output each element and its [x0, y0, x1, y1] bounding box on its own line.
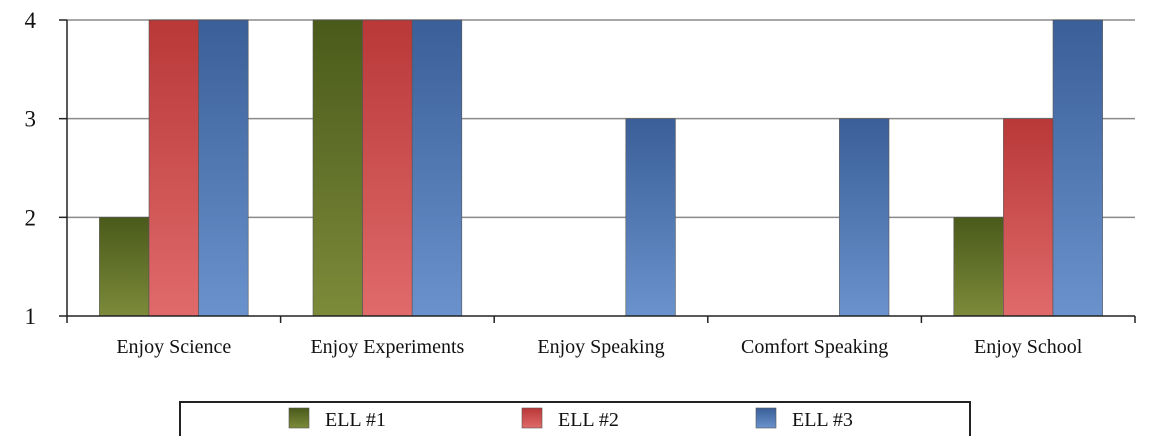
legend-label: ELL #3 [792, 409, 853, 431]
x-category-label: Comfort Speaking [741, 336, 888, 358]
bar-1-enjoy-science [99, 217, 150, 317]
bar-3-enjoy-speaking [625, 118, 676, 317]
y-axis: 1 2 3 4 [25, 8, 68, 329]
legend-label: ELL #2 [558, 409, 619, 431]
bar-2-enjoy-school [1003, 118, 1054, 317]
bar-2-enjoy-science [148, 19, 199, 317]
bar-1-enjoy-school [953, 217, 1004, 317]
y-tick-label: 3 [25, 107, 37, 132]
legend-box [179, 401, 971, 436]
legend-swatch [521, 407, 543, 429]
x-axis: Enjoy Science Enjoy Experiments Enjoy Spea… [66, 315, 1136, 358]
legend-swatch [755, 407, 777, 429]
x-category-label: Enjoy Experiments [310, 336, 464, 358]
legend: ELL #1 ELL #2 ELL #3 [179, 401, 971, 436]
bar-3-enjoy-science [198, 19, 249, 317]
y-tick-label: 2 [25, 205, 37, 230]
x-category-label: Enjoy Science [116, 336, 231, 358]
legend-label: ELL #1 [325, 409, 386, 431]
x-category-label: Enjoy Speaking [537, 336, 664, 358]
x-category-label: Enjoy School [974, 336, 1083, 358]
bar-3-enjoy-school [1052, 19, 1103, 317]
legend-swatch [288, 407, 310, 429]
y-tick-label: 4 [25, 8, 37, 33]
bars [99, 19, 1103, 317]
bar-2-enjoy-experiments [362, 19, 413, 317]
bar-1-enjoy-experiments [312, 19, 363, 317]
bar-3-enjoy-experiments [411, 19, 463, 317]
y-tick-label: 1 [25, 304, 37, 329]
bar-3-comfort-speaking [839, 118, 890, 317]
